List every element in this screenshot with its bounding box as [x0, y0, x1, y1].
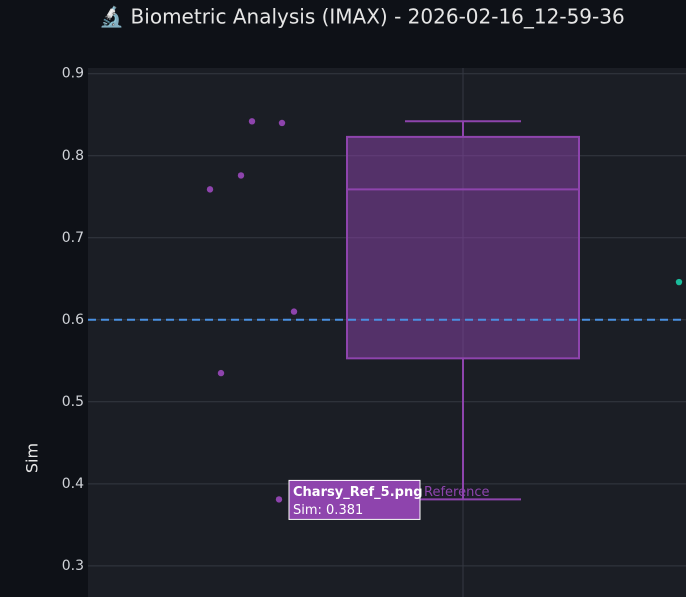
- point: [675, 278, 683, 286]
- y-tick-label: 0.7: [62, 230, 84, 246]
- point: [217, 369, 225, 377]
- tooltip-title: Charsy_Ref_5.png: [293, 485, 423, 500]
- box: [346, 135, 580, 360]
- y-tick-label: 0.4: [62, 476, 84, 492]
- point: [237, 172, 245, 179]
- y-tick-label: 0.8: [62, 148, 84, 164]
- point: [206, 186, 214, 193]
- y-tick-label: 0.6: [62, 312, 84, 328]
- tooltip-box: [288, 479, 421, 520]
- point: [275, 496, 283, 503]
- y-tick-label: 0.5: [62, 394, 84, 410]
- y-tick-label: 0.9: [62, 66, 84, 82]
- tooltip-trace: Reference: [424, 485, 489, 500]
- y-axis-label: Sim: [23, 443, 42, 473]
- tooltip-text: Sim: 0.381: [293, 503, 363, 518]
- chart-title: 🔬 Biometric Analysis (IMAX) - 2026-02-16…: [99, 5, 624, 29]
- y-tick-label: 0.3: [62, 558, 84, 574]
- point: [248, 118, 256, 125]
- point: [290, 308, 298, 315]
- point: [278, 119, 286, 127]
